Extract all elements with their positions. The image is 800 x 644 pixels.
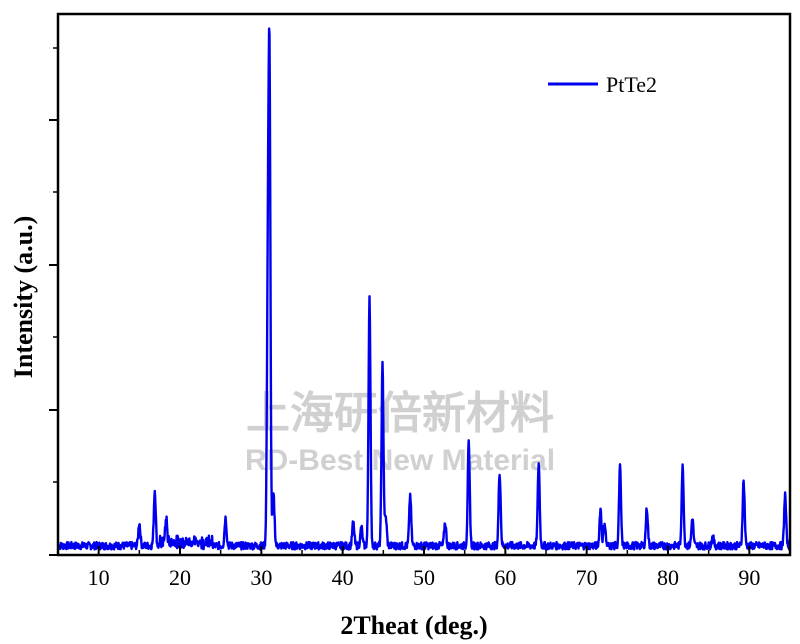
- legend: PtTe2: [548, 72, 657, 97]
- x-tick-label: 60: [494, 565, 516, 590]
- x-tick-label: 20: [169, 565, 191, 590]
- legend-label: PtTe2: [606, 72, 657, 97]
- x-tick-label: 70: [576, 565, 598, 590]
- series-line-pte2: [57, 27, 791, 551]
- x-tick-label: 40: [332, 565, 354, 590]
- watermark-english: RD-Best New Material: [245, 444, 555, 477]
- x-axis-title: 2Theat (deg.): [340, 611, 487, 640]
- x-tick-label: 50: [413, 565, 435, 590]
- x-tick-label: 10: [88, 565, 110, 590]
- x-tick-label: 90: [738, 565, 760, 590]
- x-tick-label: 30: [250, 565, 272, 590]
- y-axis-title: Intensity (a.u.): [9, 216, 38, 379]
- x-tick-label: 80: [657, 565, 679, 590]
- watermark: 上海研倍新材料 RD-Best New Material: [245, 388, 555, 477]
- watermark-chinese: 上海研倍新材料: [246, 388, 554, 439]
